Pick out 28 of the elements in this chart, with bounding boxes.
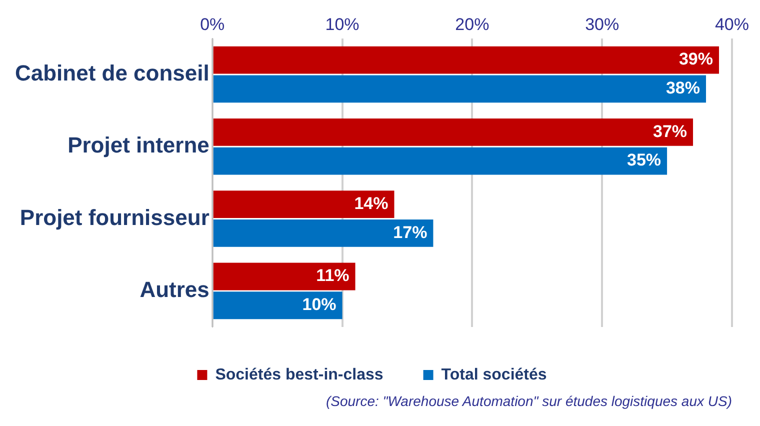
data-label: 38% — [666, 78, 700, 98]
data-label: 37% — [652, 122, 688, 141]
bar — [213, 262, 356, 290]
data-label: 14% — [354, 194, 388, 214]
x-tick-label: 40% — [714, 14, 750, 34]
bar — [213, 190, 394, 218]
text: (Source: "Warehouse Automation" sur études logistiques aux US) — [324, 393, 733, 409]
legend-label: Sociétés best-in-class — [215, 366, 384, 384]
bar — [213, 219, 434, 247]
bar — [213, 147, 668, 175]
y-tick-label: Cabinet de conseil — [14, 60, 210, 86]
x-tick-label: 30% — [585, 14, 620, 34]
data-label: 39% — [678, 50, 713, 69]
y-tick-label: Projet interne — [68, 132, 210, 158]
y-tick-label: Autres — [140, 276, 210, 302]
bar — [213, 292, 342, 320]
data-label: 10% — [302, 295, 336, 314]
bar — [213, 75, 706, 103]
y-tick-label: Projet fournisseur — [20, 204, 210, 230]
x-tick-label: 0% — [200, 14, 225, 34]
x-tick-label: 10% — [325, 14, 360, 34]
data-label: 17% — [393, 222, 428, 242]
data-label: 11% — [316, 266, 350, 286]
legend-label: Total sociétés — [441, 366, 547, 384]
data-label: 35% — [627, 150, 662, 170]
bar — [213, 118, 694, 146]
bar — [213, 46, 719, 74]
x-tick-label: 20% — [455, 14, 490, 34]
